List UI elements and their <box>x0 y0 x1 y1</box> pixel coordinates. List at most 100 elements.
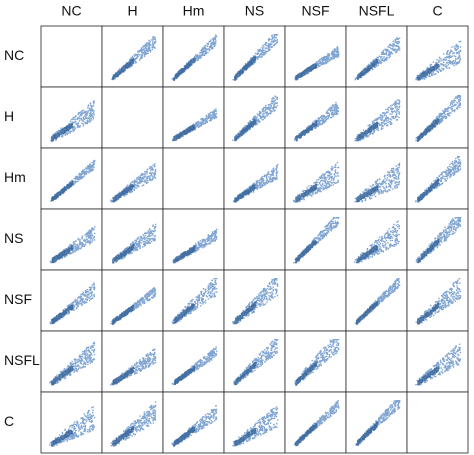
point-cloud <box>233 339 279 386</box>
point-cloud <box>293 217 340 264</box>
row-label: C <box>4 413 14 429</box>
point-cloud <box>415 217 462 264</box>
matrix-cell <box>101 86 164 149</box>
point-cloud <box>293 161 340 203</box>
point-cloud <box>111 36 157 81</box>
point-cloud <box>110 163 157 203</box>
point-cloud <box>110 401 157 447</box>
points-dense <box>51 304 74 324</box>
row-label: NS <box>4 230 23 246</box>
points-dense <box>234 427 257 446</box>
point-cloud <box>294 339 340 386</box>
points-dense <box>51 122 74 142</box>
point-cloud <box>232 164 279 203</box>
point-cloud <box>294 46 340 81</box>
point-cloud <box>354 99 401 142</box>
points-dense <box>417 366 440 386</box>
point-cloud <box>415 40 462 81</box>
matrix-cell <box>284 269 347 332</box>
points-dense <box>173 245 196 264</box>
points-dense <box>234 184 257 203</box>
row-label: H <box>4 108 14 124</box>
point-cloud <box>111 223 157 264</box>
column-label: H <box>127 3 137 19</box>
matrix-cell <box>40 391 103 454</box>
points <box>232 406 279 447</box>
matrix-cell <box>345 147 408 210</box>
point-cloud <box>171 108 218 142</box>
points-dense <box>51 180 74 202</box>
row-label: Hm <box>4 169 26 185</box>
point-cloud <box>232 278 279 325</box>
points-dense <box>112 244 135 264</box>
point-cloud <box>415 156 462 203</box>
point-cloud <box>415 343 462 386</box>
column-label: NSFL <box>359 3 395 19</box>
point-cloud <box>110 348 157 386</box>
point-cloud <box>354 278 401 325</box>
points-dense <box>295 423 317 447</box>
point-cloud <box>171 278 218 325</box>
column-label: NS <box>245 3 264 19</box>
point-cloud <box>293 400 340 447</box>
matrix-cell <box>345 330 408 393</box>
points-dense <box>356 58 379 80</box>
point-cloud <box>171 405 218 447</box>
points-dense <box>356 121 379 142</box>
points-dense <box>234 56 257 81</box>
matrix-cell <box>40 208 103 271</box>
column-label: Hm <box>183 3 205 19</box>
points-dense <box>417 238 440 263</box>
points-dense <box>51 429 74 447</box>
matrix-cell <box>162 330 225 393</box>
point-cloud <box>49 282 96 325</box>
points-dense <box>173 303 196 324</box>
point-cloud <box>355 400 401 446</box>
matrix-cell <box>162 147 225 210</box>
points <box>415 343 462 386</box>
point-cloud <box>49 226 96 264</box>
points-dense <box>295 240 318 264</box>
points <box>49 341 96 386</box>
points-dense <box>112 57 135 80</box>
point-cloud <box>50 159 96 202</box>
column-label: NC <box>61 3 81 19</box>
points-dense <box>234 118 257 142</box>
point-cloud <box>50 100 95 142</box>
points-dense <box>173 57 196 81</box>
points-dense <box>356 421 379 446</box>
point-cloud <box>232 406 279 447</box>
points <box>415 40 462 81</box>
point-cloud <box>415 95 462 142</box>
point-cloud <box>171 346 218 386</box>
points-dense <box>234 301 257 324</box>
column-label: NSF <box>302 3 330 19</box>
point-cloud <box>354 37 401 81</box>
point-cloud <box>354 162 401 203</box>
matrix-cell <box>40 25 103 88</box>
points <box>232 278 279 325</box>
points-dense <box>295 361 318 386</box>
points <box>171 278 218 325</box>
points-dense <box>295 120 318 142</box>
points-dense <box>356 300 379 325</box>
row-label: NSFL <box>4 352 40 368</box>
points-dense <box>112 305 135 325</box>
point-cloud <box>354 220 400 264</box>
points-dense <box>356 245 379 263</box>
matrix-cell <box>223 208 286 271</box>
point-cloud <box>171 34 218 81</box>
points-dense <box>417 63 440 81</box>
matrix-cell <box>223 391 286 454</box>
matrix-cell <box>162 25 225 88</box>
points-dense <box>51 245 74 263</box>
point-cloud <box>49 341 96 386</box>
points-dense <box>417 118 440 142</box>
column-label: C <box>432 3 442 19</box>
point-cloud <box>415 278 462 325</box>
points-dense <box>295 184 318 203</box>
points <box>111 223 157 264</box>
points-dense <box>173 426 196 447</box>
